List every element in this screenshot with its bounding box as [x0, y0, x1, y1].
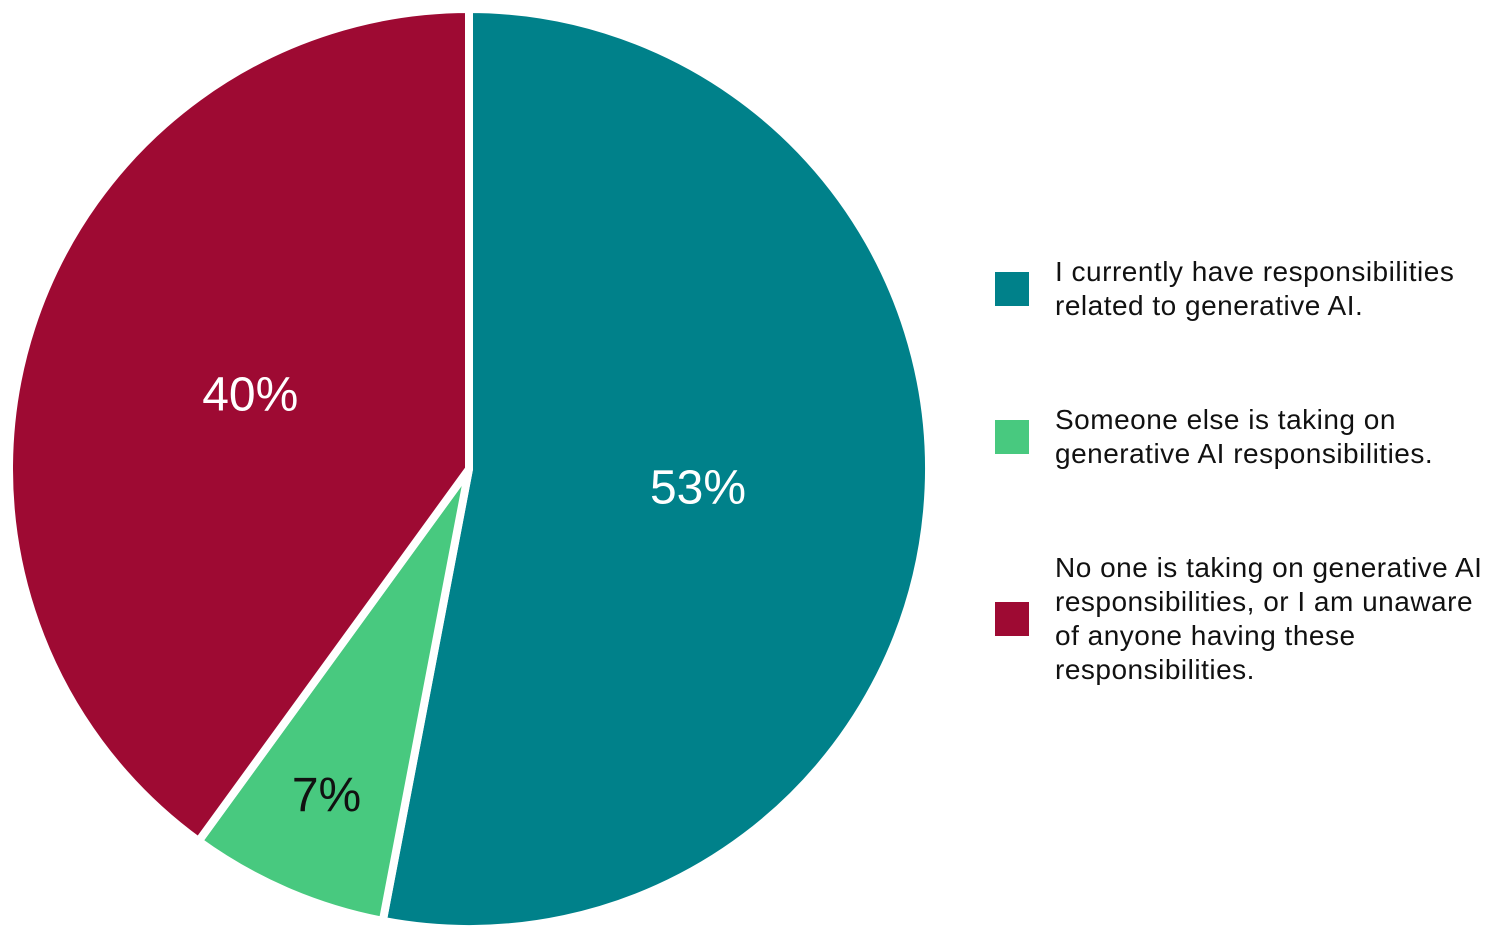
legend-swatch — [995, 420, 1029, 454]
chart: 53% 7% 40% — [5, 5, 933, 933]
legend-item: I currently have responsibilities relate… — [995, 255, 1495, 323]
data-label: 53% — [650, 461, 746, 514]
legend-item: No one is taking on generative AI respon… — [995, 551, 1495, 687]
legend: I currently have responsibilities relate… — [995, 255, 1495, 687]
legend-swatch — [995, 602, 1029, 636]
pie-slice — [5, 5, 473, 846]
legend-item: Someone else is taking on generative AI … — [995, 403, 1495, 471]
pie-slice — [194, 465, 473, 925]
data-label: 7% — [292, 769, 361, 822]
data-label: 40% — [202, 369, 298, 422]
legend-swatch — [995, 272, 1029, 306]
legend-label: Someone else is taking on generative AI … — [1055, 404, 1434, 469]
legend-label: I currently have responsibilities relate… — [1055, 256, 1455, 321]
pie-slice — [378, 5, 933, 933]
legend-label: No one is taking on generative AI respon… — [1055, 552, 1483, 685]
